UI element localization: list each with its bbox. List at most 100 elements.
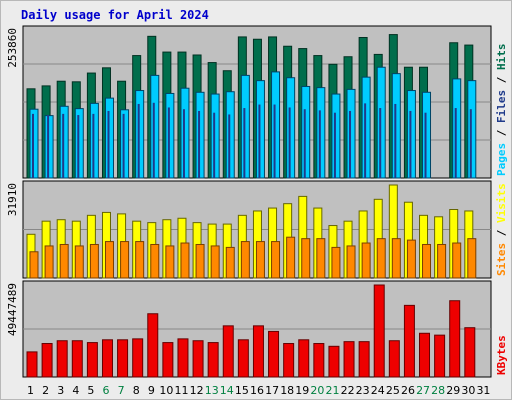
y-max-label-bottom: 49447489 bbox=[6, 283, 19, 336]
bar-kbytes-day-13 bbox=[207, 342, 219, 378]
chart-title: Daily usage for April 2024 bbox=[21, 8, 209, 22]
x-tick-label-day-30: 30 bbox=[461, 384, 475, 397]
bar-sites-day-30 bbox=[467, 238, 477, 279]
bar-kbytes-day-8 bbox=[132, 338, 144, 378]
bar-files-day-5 bbox=[92, 113, 95, 178]
bar-sites-day-26 bbox=[406, 239, 416, 279]
legend-entry-pages: Pages bbox=[495, 143, 508, 176]
x-tick-label-day-26: 26 bbox=[401, 384, 415, 397]
x-tick-label-day-16: 16 bbox=[250, 384, 264, 397]
y-max-label-top: 253860 bbox=[6, 28, 19, 68]
bar-sites-day-20 bbox=[316, 238, 326, 279]
bar-sites-day-27 bbox=[422, 243, 432, 279]
bar-sites-day-22 bbox=[346, 245, 356, 279]
legend-separator: / bbox=[495, 223, 508, 243]
x-tick-label-day-24: 24 bbox=[371, 384, 385, 397]
bar-files-day-30 bbox=[469, 109, 472, 178]
x-tick-label-day-25: 25 bbox=[386, 384, 400, 397]
x-tick-label-day-13: 13 bbox=[205, 384, 219, 397]
x-tick-label-day-1: 1 bbox=[27, 384, 34, 397]
bar-sites-day-3 bbox=[59, 243, 69, 279]
bar-sites-day-2 bbox=[44, 245, 54, 279]
bar-files-day-18 bbox=[288, 107, 291, 178]
bar-files-day-4 bbox=[77, 115, 80, 178]
x-tick-label-day-10: 10 bbox=[159, 384, 173, 397]
legend-bottom: KBytes bbox=[495, 335, 508, 375]
bar-files-day-2 bbox=[47, 115, 50, 178]
bar-files-day-12 bbox=[198, 110, 201, 178]
bar-kbytes-day-17 bbox=[268, 330, 280, 378]
bar-sites-day-17 bbox=[271, 241, 281, 279]
bar-kbytes-day-23 bbox=[358, 341, 370, 378]
bar-kbytes-day-3 bbox=[56, 340, 68, 378]
bar-kbytes-day-26 bbox=[403, 304, 415, 378]
bar-files-day-21 bbox=[333, 112, 336, 178]
bar-sites-day-21 bbox=[331, 246, 341, 279]
bar-files-day-15 bbox=[243, 108, 246, 178]
bar-sites-day-18 bbox=[286, 236, 296, 279]
x-tick-label-day-18: 18 bbox=[280, 384, 294, 397]
legend-entry-visits: Visits bbox=[495, 183, 508, 223]
x-tick-label-day-5: 5 bbox=[87, 384, 94, 397]
bar-files-day-16 bbox=[258, 104, 261, 178]
bar-sites-day-14 bbox=[225, 246, 235, 279]
bar-files-day-14 bbox=[228, 114, 231, 178]
bar-files-day-10 bbox=[167, 107, 170, 178]
legend-separator: / bbox=[495, 123, 508, 143]
bar-files-day-19 bbox=[303, 109, 306, 178]
bar-kbytes-day-6 bbox=[101, 339, 113, 378]
bar-sites-day-19 bbox=[301, 238, 311, 279]
bar-files-day-17 bbox=[273, 104, 276, 178]
bar-files-day-24 bbox=[379, 108, 382, 178]
bar-sites-day-28 bbox=[437, 243, 447, 279]
bar-kbytes-day-19 bbox=[298, 339, 310, 378]
legend-middle: Sites / Visits bbox=[495, 183, 508, 276]
legend-separator: / bbox=[495, 70, 508, 90]
bar-kbytes-day-10 bbox=[162, 342, 174, 378]
bar-kbytes-day-5 bbox=[86, 342, 98, 378]
legend-entry-sites: Sites bbox=[495, 243, 508, 276]
y-max-label-middle: 31910 bbox=[6, 183, 19, 216]
x-tick-label-day-31: 31 bbox=[476, 384, 490, 397]
bar-files-day-22 bbox=[349, 110, 352, 178]
bar-sites-day-9 bbox=[150, 243, 160, 279]
bar-kbytes-day-4 bbox=[71, 340, 83, 378]
bar-kbytes-day-7 bbox=[117, 339, 129, 378]
bar-kbytes-day-25 bbox=[388, 340, 400, 378]
bar-sites-day-25 bbox=[391, 238, 401, 279]
x-tick-label-day-3: 3 bbox=[57, 384, 64, 397]
x-tick-label-day-6: 6 bbox=[103, 384, 110, 397]
legend-entry-files: Files bbox=[495, 90, 508, 123]
x-tick-label-day-28: 28 bbox=[431, 384, 445, 397]
bar-kbytes-day-22 bbox=[343, 341, 355, 378]
bar-sites-day-23 bbox=[361, 242, 371, 279]
x-tick-label-day-14: 14 bbox=[220, 384, 234, 397]
bar-sites-day-29 bbox=[452, 242, 462, 279]
bar-files-day-9 bbox=[152, 102, 155, 178]
x-tick-label-day-23: 23 bbox=[356, 384, 370, 397]
legend-entry-kbytes: KBytes bbox=[495, 335, 508, 375]
bar-sites-day-11 bbox=[180, 242, 190, 279]
bar-sites-day-4 bbox=[74, 245, 84, 279]
x-tick-label-day-11: 11 bbox=[175, 384, 189, 397]
bar-files-day-13 bbox=[213, 112, 216, 178]
bar-kbytes-day-24 bbox=[373, 284, 385, 378]
bar-kbytes-day-14 bbox=[222, 325, 234, 378]
x-tick-label-day-12: 12 bbox=[190, 384, 204, 397]
bar-kbytes-day-12 bbox=[192, 340, 204, 378]
legend-entry-hits: Hits bbox=[495, 44, 508, 71]
bar-kbytes-day-9 bbox=[147, 313, 159, 378]
bar-kbytes-day-11 bbox=[177, 338, 189, 378]
x-tick-label-day-19: 19 bbox=[295, 384, 309, 397]
x-tick-label-day-21: 21 bbox=[325, 384, 339, 397]
bar-sites-day-13 bbox=[210, 245, 220, 279]
bar-files-day-8 bbox=[137, 103, 140, 178]
bar-sites-day-24 bbox=[376, 238, 386, 279]
bar-sites-day-8 bbox=[135, 241, 145, 279]
legend-top: Pages / Files / Hits bbox=[495, 44, 508, 177]
bar-kbytes-day-30 bbox=[464, 327, 476, 378]
bar-files-day-25 bbox=[394, 103, 397, 178]
bar-kbytes-day-1 bbox=[26, 351, 38, 378]
